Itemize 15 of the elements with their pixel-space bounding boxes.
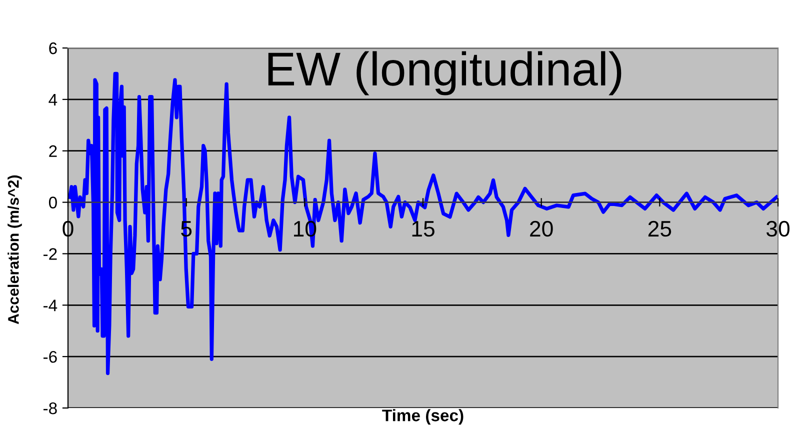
y-tick-label: -6 xyxy=(44,350,57,363)
y-tick-label: -8 xyxy=(44,402,57,414)
y-tick-label: 0 xyxy=(48,196,57,208)
x-tick-label: 25 xyxy=(648,220,672,237)
x-axis-title: Time (sec) xyxy=(382,409,464,425)
x-tick-label: 15 xyxy=(412,221,434,237)
y-tick-label: -4 xyxy=(44,300,58,312)
y-tick-label: 6 xyxy=(49,42,57,54)
x-tick-label: 20 xyxy=(530,220,553,237)
y-tick-label: 4 xyxy=(48,94,58,106)
y-tick-label: -2 xyxy=(44,248,57,260)
chart-title: EW (longitudinal) xyxy=(268,51,622,96)
y-tick-label: 2 xyxy=(49,145,57,157)
x-tick-label: 30 xyxy=(766,220,790,237)
y-axis-title: Acceleration (m/s^2) xyxy=(8,175,22,324)
